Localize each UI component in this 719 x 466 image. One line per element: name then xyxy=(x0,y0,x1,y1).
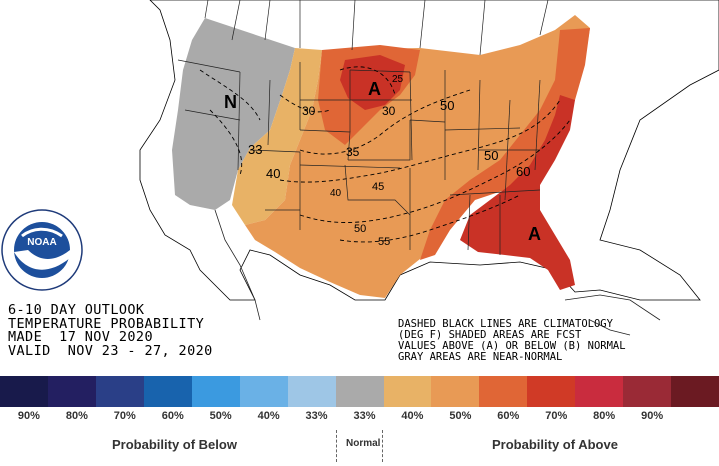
state-boundaries xyxy=(177,0,549,255)
climatology-label: 45 xyxy=(372,181,384,193)
note-line: VALUES ABOVE (A) OR BELOW (B) NORMAL xyxy=(398,340,626,352)
note-line: DASHED BLACK LINES ARE CLIMATOLOGY xyxy=(398,318,613,330)
legend-tick-label: 50% xyxy=(209,410,232,422)
climatology-label: 40 xyxy=(266,166,280,181)
above-marker-southeast: A xyxy=(528,224,541,244)
above-70-region-north xyxy=(340,55,405,110)
legend-swatch xyxy=(479,376,528,407)
title-line-valid: VALID NOV 23 - 27, 2020 xyxy=(8,342,213,359)
legend-swatch xyxy=(95,376,144,407)
legend-swatch xyxy=(239,376,288,407)
climatology-label: 50 xyxy=(484,148,498,163)
climatology-lines xyxy=(199,66,571,243)
legend-swatch xyxy=(383,376,432,407)
climatology-label: 30 xyxy=(302,104,316,118)
probability-legend-ticks: 90% 80% 70% 60% 50% 40% 33% 33% 40% 50% 60% 70% 80% 9… xyxy=(0,410,719,426)
legend-tick-label: 50% xyxy=(449,410,472,422)
legend-tick-label: 60% xyxy=(161,410,184,422)
legend-divider-right xyxy=(382,430,383,462)
near-normal-region xyxy=(172,18,295,210)
note-line: (DEG F) SHADED AREAS ARE FCST xyxy=(398,329,582,341)
climatology-label: 40 xyxy=(330,188,342,199)
climatology-label: 50 xyxy=(440,98,454,113)
climatology-label: 30 xyxy=(382,104,396,118)
legend-tick-label: 70% xyxy=(545,410,568,422)
legend-tick-label: 70% xyxy=(113,410,136,422)
near-normal-marker: N xyxy=(224,92,237,112)
legend-swatch xyxy=(0,376,48,407)
climatology-label: 35 xyxy=(346,145,360,159)
climatology-label: 55 xyxy=(378,236,390,248)
above-70-region-southeast xyxy=(460,95,575,290)
above-60-region-east xyxy=(420,28,590,260)
legend-swatch xyxy=(431,376,480,407)
title-line-made: MADE 17 NOV 2020 xyxy=(8,329,153,345)
mexico-outline xyxy=(214,209,661,336)
legend-tick-label: 80% xyxy=(65,410,88,422)
legend-swatch xyxy=(191,376,240,407)
legend-tick-label: 60% xyxy=(497,410,520,422)
map-notes: DASHED BLACK LINES ARE CLIMATOLOGY (DEG F… xyxy=(398,319,626,363)
climatology-label: 25 xyxy=(392,74,404,85)
legend-tick-label: 90% xyxy=(641,410,664,422)
legend-tick-label xyxy=(671,410,719,426)
outlook-title: 6-10 DAY OUTLOOK TEMPERATURE PROBABILITY M… xyxy=(8,302,213,359)
legend-swatch xyxy=(47,376,96,407)
legend-swatch xyxy=(575,376,624,407)
legend-tick-label: 90% xyxy=(17,410,40,422)
probability-above-label: Probability of Above xyxy=(492,437,618,452)
legend-tick-label: 40% xyxy=(257,410,280,422)
above-40-region xyxy=(232,48,322,225)
legend-tick-label: 33% xyxy=(353,410,376,422)
probability-legend-bar xyxy=(0,376,719,407)
legend-tick-label: 33% xyxy=(305,410,328,422)
legend-tick-label: 80% xyxy=(593,410,616,422)
legend-swatch xyxy=(287,376,336,407)
normal-label: Normal xyxy=(346,438,381,449)
title-line-outlook: 6-10 DAY OUTLOOK xyxy=(8,302,145,318)
above-marker-north: A xyxy=(368,79,381,99)
note-line: GRAY AREAS ARE NEAR-NORMAL xyxy=(398,351,563,363)
legend-swatch xyxy=(671,376,719,407)
legend-swatch xyxy=(527,376,576,407)
legend-swatch xyxy=(143,376,192,407)
legend-swatch xyxy=(623,376,672,407)
climatology-label: 33 xyxy=(248,142,262,157)
title-line-variable: TEMPERATURE PROBABILITY xyxy=(8,315,205,332)
climatology-label: 60 xyxy=(516,164,530,179)
legend-divider-left xyxy=(336,430,337,462)
legend-swatch xyxy=(335,376,384,407)
climatology-label: 50 xyxy=(354,223,366,235)
noaa-logo: NOAA xyxy=(1,209,83,291)
probability-below-label: Probability of Below xyxy=(112,437,237,452)
legend-tick-label: 40% xyxy=(401,410,424,422)
noaa-logo-text: NOAA xyxy=(27,237,56,248)
